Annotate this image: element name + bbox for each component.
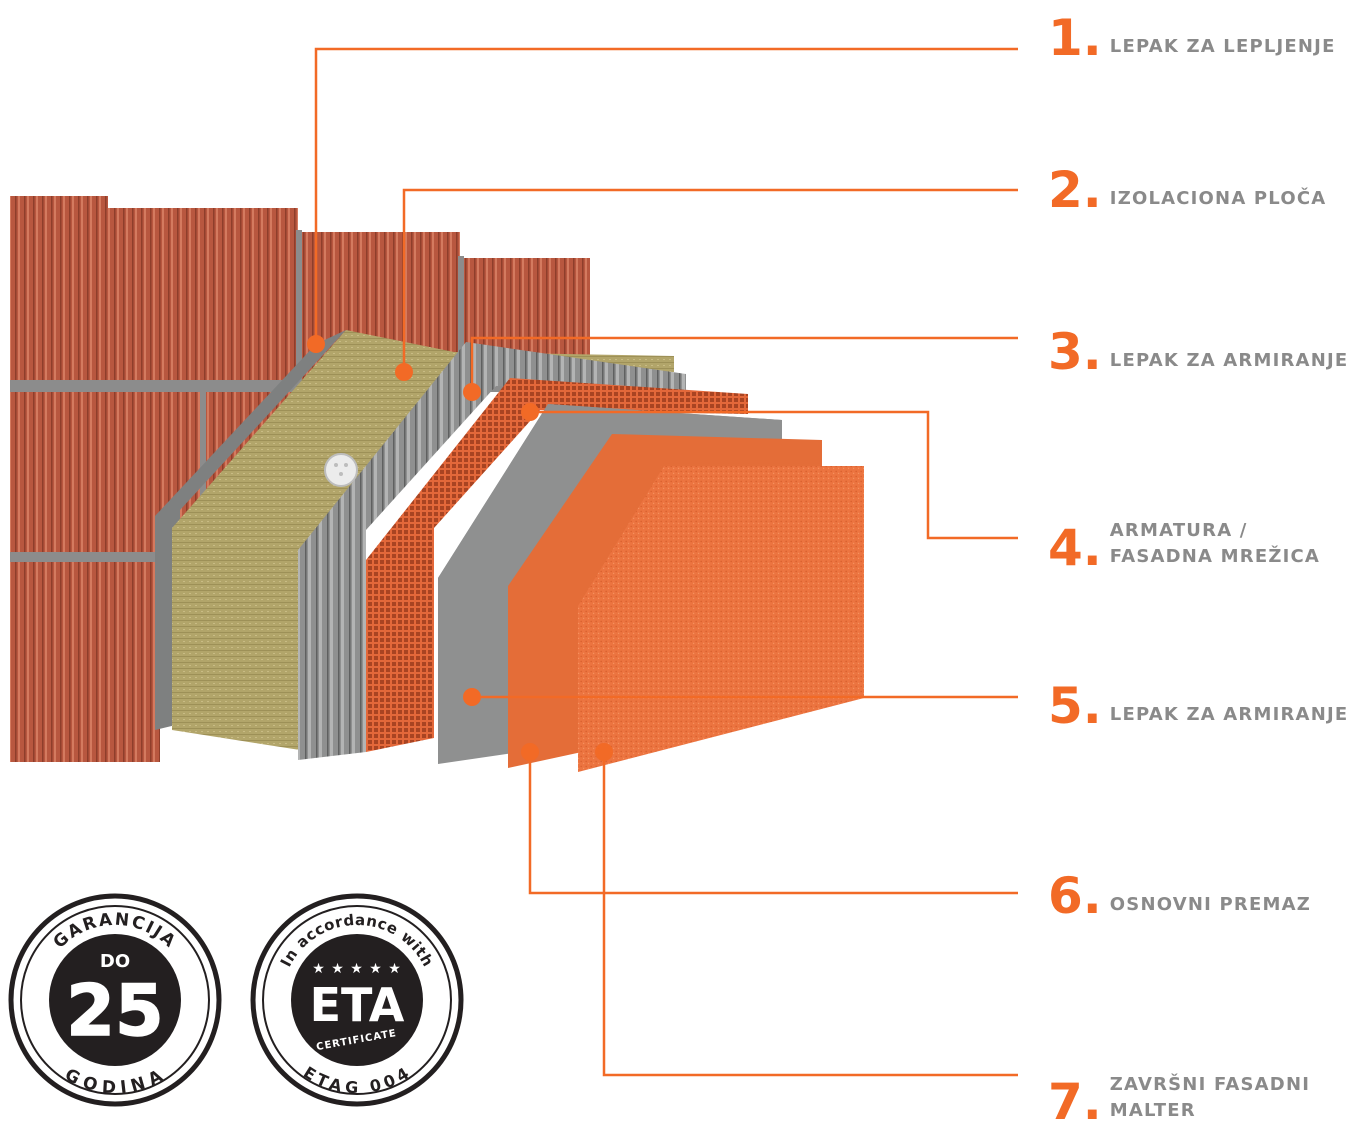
layer-text: LEPAK ZA ARMIRANJE [1109,704,1349,725]
eta-badge: In accordance with ETAG 004 ★ ★ ★ ★ ★ ET… [250,893,464,1107]
layer-number: 6. [1048,867,1102,925]
layer-label-3: 3. LEPAK ZA ARMIRANJE [1048,323,1349,381]
layer-label-6: 6. OSNOVNI PREMAZ [1048,867,1311,925]
layer-2-insulation [172,330,674,750]
layer-text: OSNOVNI PREMAZ [1109,894,1311,915]
layer-number: 4. [1048,519,1102,577]
layer-3-ribbed-adhesive [298,342,686,760]
layer-text: IZOLACIONA PLOČA [1109,188,1327,209]
layer-text: LEPAK ZA ARMIRANJE [1109,350,1349,371]
leader-lines [314,47,1018,1077]
layer-text: LEPAK ZA LEPLJENJE [1109,36,1336,57]
guarantee-small-text: DO [100,951,130,972]
eta-stars: ★ ★ ★ ★ ★ [312,961,402,977]
layer-label-4: 4. ARMATURA / FASADNA MREŽICA [1048,508,1321,577]
layer-label-1: 1. LEPAK ZA LEPLJENJE [1048,9,1336,67]
layer-number: 3. [1048,323,1102,381]
layer-number: 2. [1048,161,1102,219]
guarantee-years: 25 [66,970,163,1052]
layer-number: 5. [1048,677,1102,735]
layer-label-2: 2. IZOLACIONA PLOČA [1048,161,1327,219]
layer-number: 1. [1048,9,1102,67]
eta-title: ETA [310,978,405,1032]
insulation-anchor-icon [324,453,358,487]
layer-7-render [578,466,864,772]
layer-label-5: 5. LEPAK ZA ARMIRANJE [1048,677,1349,735]
layer-text: ZAVRŠNI FASADNI MALTER [1109,1074,1311,1121]
layer-label-7: 7. ZAVRŠNI FASADNI MALTER [1048,1062,1311,1131]
guarantee-badge: GARANCIJA GODINA DO 25 [8,893,222,1107]
layer-number: 7. [1048,1073,1102,1131]
leader-dots [307,335,613,761]
layer-text: ARMATURA / FASADNA MREŽICA [1109,520,1321,567]
layer-4-mesh [366,378,748,752]
